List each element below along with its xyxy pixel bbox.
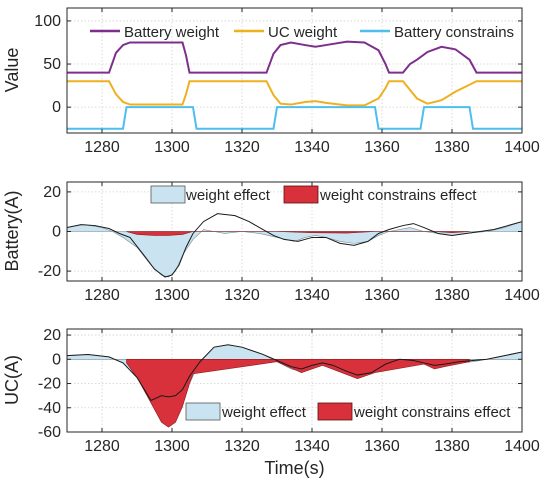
y-axis-label: UC(A)	[2, 355, 22, 405]
x-tick-label: 1320	[224, 287, 260, 304]
y-tick-label: -20	[38, 263, 61, 280]
x-tick-label: 1380	[434, 287, 470, 304]
legend-label-1: weight effect	[221, 404, 307, 421]
x-tick-label: 1400	[504, 139, 540, 156]
x-axis-label: Time(s)	[264, 458, 324, 478]
x-tick-label: 1340	[294, 139, 330, 156]
x-tick-label: 1340	[294, 438, 330, 455]
legend-patch-2	[283, 185, 319, 204]
panel-3: 1280 1300 1320 1340 1360 1380 1400 -60 -40 -20 0 20…	[2, 327, 540, 478]
x-tick-label: 1400	[504, 438, 540, 455]
y-tick-label: -20	[38, 376, 61, 393]
weight-constrains-effect-area	[126, 231, 470, 236]
y-axis-label: Battery(A)	[2, 190, 22, 271]
plot-content	[67, 40, 522, 130]
y-tick-label: 0	[52, 224, 61, 241]
y-tick-label: 100	[34, 13, 61, 30]
legend-patch-1	[185, 402, 221, 421]
axes-frame	[66, 7, 523, 134]
legend-panel-3: weight effect weight constrains effect	[185, 402, 511, 421]
legend-patch-2	[317, 402, 353, 421]
plot-content	[67, 213, 522, 278]
legend-label-2: weight constrains effect	[353, 404, 511, 421]
plot-content	[67, 344, 522, 428]
signal-line	[67, 344, 522, 402]
legend-panel-2: weight effect weight constrains effect	[150, 185, 477, 204]
y-tick-label: 20	[43, 184, 61, 201]
y-tick-label: 0	[52, 351, 61, 368]
legend-patch-1	[150, 185, 186, 204]
x-tick-label: 1380	[434, 139, 470, 156]
legend-panel-1: Battery weight UC weight Battery constrain…	[90, 24, 514, 41]
x-tick-label: 1300	[154, 438, 190, 455]
series-line-1	[67, 40, 522, 74]
legend-label-3: Battery constrains	[394, 24, 514, 41]
y-tick-label: -60	[38, 424, 61, 441]
x-tick-label: 1340	[294, 287, 330, 304]
x-tick-label: 1360	[364, 139, 400, 156]
y-tick-label: 0	[52, 99, 61, 116]
y-tick-label: 50	[43, 56, 61, 73]
series-line-3	[67, 106, 522, 130]
legend-label-1: Battery weight	[124, 24, 220, 41]
weight-constrains-effect-area	[126, 358, 470, 428]
axes-frame	[66, 328, 523, 433]
x-tick-label: 1320	[224, 139, 260, 156]
signal-line	[67, 213, 522, 278]
legend-label-2: UC weight	[268, 24, 338, 41]
legend-label-1: weight effect	[185, 187, 271, 204]
x-tick-label: 1380	[434, 438, 470, 455]
y-tick-label: -40	[38, 400, 61, 417]
legend-label-2: weight constrains effect	[319, 187, 477, 204]
series-line-2	[67, 80, 522, 107]
panel-1: 1280 1300 1320 1340 1360 1380 1400 0 50 100 Value	[2, 7, 540, 156]
plot-area	[67, 8, 522, 133]
y-tick-label: 20	[43, 327, 61, 344]
x-tick-label: 1280	[84, 287, 120, 304]
x-tick-label: 1400	[504, 287, 540, 304]
x-tick-label: 1300	[154, 287, 190, 304]
x-tick-label: 1360	[364, 438, 400, 455]
y-axis-label: Value	[2, 48, 22, 93]
x-tick-label: 1320	[224, 438, 260, 455]
x-tick-label: 1280	[84, 438, 120, 455]
x-tick-label: 1280	[84, 139, 120, 156]
x-tick-label: 1360	[364, 287, 400, 304]
x-tick-label: 1300	[154, 139, 190, 156]
